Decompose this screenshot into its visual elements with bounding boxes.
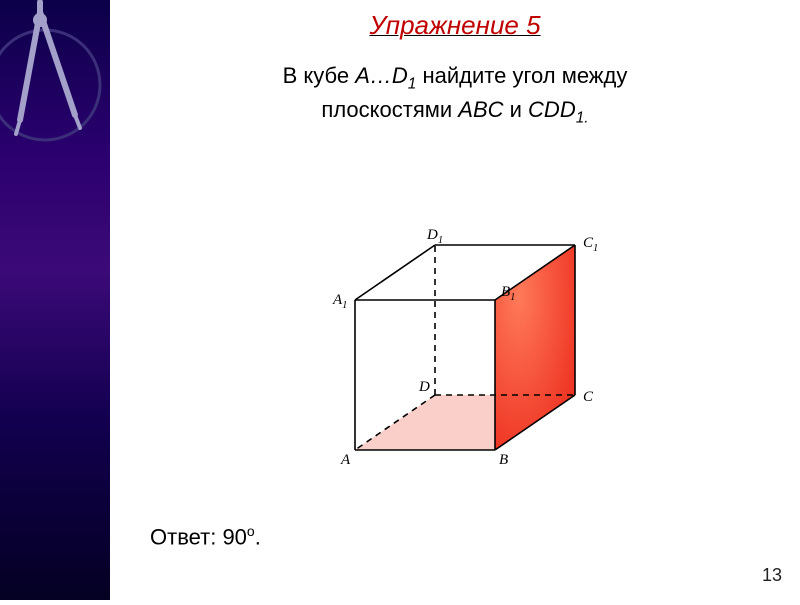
svg-text:B: B <box>499 452 508 468</box>
svg-text:D: D <box>418 379 430 395</box>
sidebar <box>0 0 110 600</box>
svg-text:C1: C1 <box>583 235 598 254</box>
problem-cube-letters: A…D <box>355 63 408 88</box>
svg-text:A: A <box>340 452 351 468</box>
answer-value: 90 <box>222 524 246 549</box>
problem-line1-post: найдите угол между <box>416 63 627 88</box>
svg-text:C: C <box>583 389 594 405</box>
problem-text: В кубе A…D1 найдите угол между плоскостя… <box>110 61 800 129</box>
cube-diagram: ABCDA1B1C1D1 <box>330 200 610 480</box>
problem-plane2-sub: 1. <box>576 110 589 127</box>
answer-period: . <box>255 524 261 549</box>
problem-line1-pre: В кубе <box>283 63 356 88</box>
answer-label: Ответ: <box>150 524 222 549</box>
exercise-title: Упражнение 5 <box>110 10 800 41</box>
sidebar-art <box>0 0 110 600</box>
answer: Ответ: 90o. <box>150 523 261 550</box>
svg-text:D1: D1 <box>426 227 443 246</box>
answer-degree: o <box>247 523 255 539</box>
content-area: Упражнение 5 В кубе A…D1 найдите угол ме… <box>110 0 800 600</box>
problem-plane1: ABC <box>458 97 503 122</box>
problem-line2-pre: плоскостями <box>321 97 458 122</box>
exercise-title-text: Упражнение 5 <box>369 10 540 40</box>
problem-plane2: CDD <box>528 97 576 122</box>
slide-number: 13 <box>762 565 782 586</box>
problem-between: и <box>504 97 529 122</box>
cube-svg: ABCDA1B1C1D1 <box>330 200 610 480</box>
svg-text:A1: A1 <box>332 292 347 311</box>
